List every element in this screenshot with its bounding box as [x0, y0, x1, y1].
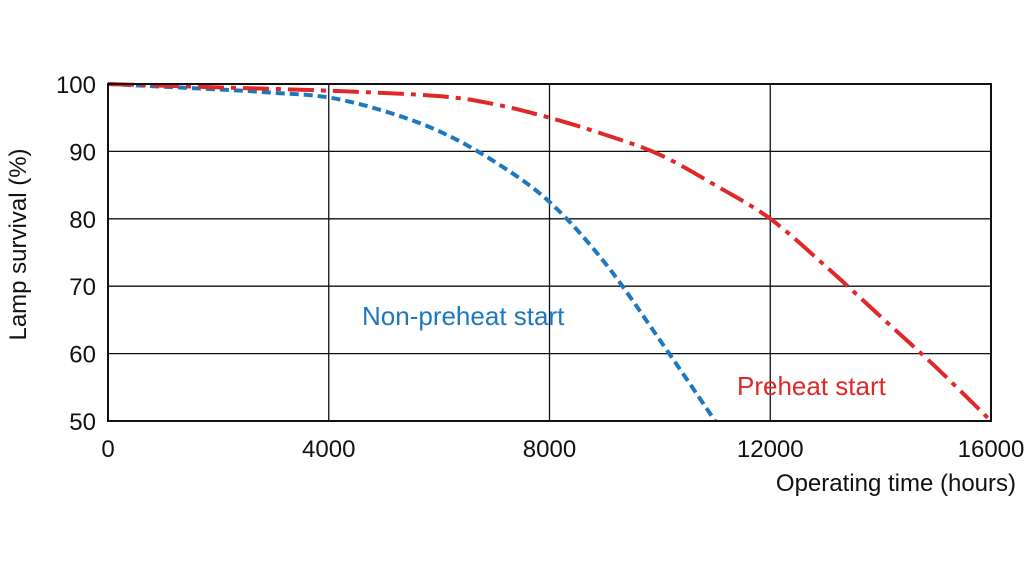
y-tick-label: 60 — [69, 342, 96, 369]
y-tick-label: 90 — [69, 139, 96, 166]
plot-frame — [107, 83, 992, 422]
series-line-preheat-start — [107, 82, 993, 423]
y-tick-label: 100 — [56, 72, 96, 99]
series-lines — [107, 82, 993, 423]
x-tick-label: 0 — [101, 436, 114, 463]
series-line-non-preheat-start — [107, 82, 717, 423]
tick-labels: 0 4000 8000 12000 16000 100 90 80 70 60 50 — [56, 72, 1024, 463]
x-tick-label: 8000 — [523, 436, 576, 463]
y-tick-label: 70 — [69, 274, 96, 301]
x-axis-label: Operating time (hours) — [776, 470, 1016, 497]
grid-lines — [108, 84, 991, 421]
x-tick-label: 12000 — [737, 436, 804, 463]
series-label-preheat-start: Preheat start — [737, 371, 887, 401]
x-tick-label: 4000 — [302, 436, 355, 463]
series-label-non-preheat-start: Non-preheat start — [362, 301, 565, 331]
y-tick-label: 50 — [69, 409, 96, 436]
y-axis-label: Lamp survival (%) — [5, 148, 32, 340]
x-tick-label: 16000 — [958, 436, 1024, 463]
y-tick-label: 80 — [69, 207, 96, 234]
